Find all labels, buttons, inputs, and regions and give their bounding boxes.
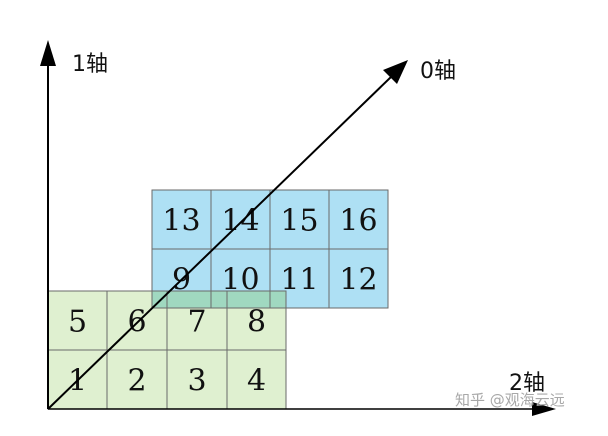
axes [40, 40, 556, 416]
cell-7: 7 [187, 305, 206, 340]
cell-3: 3 [187, 364, 206, 399]
cell-16: 16 [339, 204, 377, 239]
axis-0-arrow-icon [383, 60, 408, 84]
axis-2-arrow-icon [532, 402, 556, 416]
axis-2-label: 2轴 [509, 371, 545, 396]
cell-8: 8 [247, 305, 266, 340]
overlap-region [152, 291, 286, 308]
axis-0-line [47, 75, 393, 410]
watermark: 知乎 @观海云远 [455, 391, 565, 409]
cell-4: 4 [247, 364, 266, 399]
grid-lines [47, 189, 389, 410]
axis-0-label: 0轴 [420, 59, 456, 84]
axis-1-arrow-icon [40, 40, 56, 66]
cell-5: 5 [68, 305, 87, 340]
cell-2: 2 [127, 364, 146, 399]
cell-10: 10 [221, 263, 259, 298]
cell-15: 15 [280, 204, 318, 239]
cell-13: 13 [162, 204, 200, 239]
cell-11: 11 [280, 263, 318, 298]
axis-1-label: 1轴 [72, 52, 108, 77]
cell-12: 12 [339, 263, 377, 298]
